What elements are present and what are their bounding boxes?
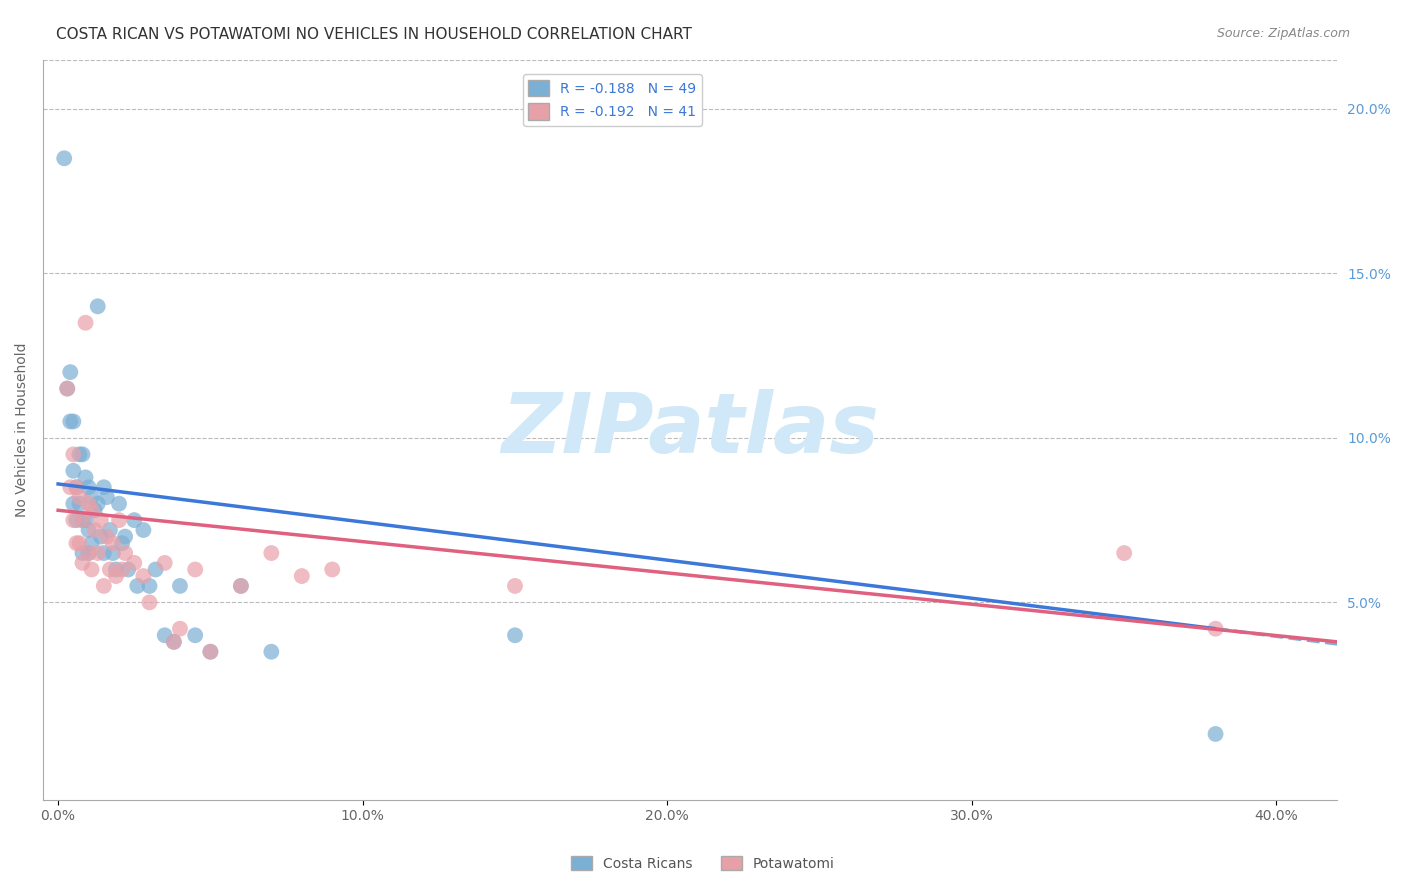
Point: [132, 523, 155, 537]
Point: [169, 622, 191, 636]
Point: [111, 562, 134, 576]
Point: [83, 503, 105, 517]
Point: [122, 556, 145, 570]
Point: [200, 645, 222, 659]
Point: [53, 151, 76, 165]
Point: [104, 562, 127, 576]
Point: [83, 523, 105, 537]
Point: [108, 513, 131, 527]
Point: [200, 645, 222, 659]
Point: [101, 546, 124, 560]
Point: [72, 546, 94, 560]
Point: [229, 579, 252, 593]
Point: [65, 536, 87, 550]
Point: [163, 635, 186, 649]
Point: [108, 497, 131, 511]
Text: Source: ZipAtlas.com: Source: ZipAtlas.com: [1216, 27, 1350, 40]
Point: [90, 513, 112, 527]
Point: [69, 490, 91, 504]
Point: [77, 546, 100, 560]
Point: [69, 536, 91, 550]
Point: [1205, 727, 1227, 741]
Point: [169, 579, 191, 593]
Point: [80, 503, 103, 517]
Point: [163, 635, 186, 649]
Text: ZIPatlas: ZIPatlas: [501, 389, 879, 470]
Point: [98, 562, 121, 576]
Point: [184, 628, 207, 642]
Point: [93, 579, 115, 593]
Point: [111, 536, 134, 550]
Point: [184, 562, 207, 576]
Point: [114, 530, 136, 544]
Point: [153, 628, 176, 642]
Point: [503, 579, 526, 593]
Point: [62, 497, 84, 511]
Point: [75, 513, 97, 527]
Point: [260, 645, 283, 659]
Point: [72, 513, 94, 527]
Point: [96, 530, 118, 544]
Point: [98, 523, 121, 537]
Point: [72, 556, 94, 570]
Point: [80, 562, 103, 576]
Point: [132, 569, 155, 583]
Point: [138, 579, 160, 593]
Point: [122, 513, 145, 527]
Point: [72, 513, 94, 527]
Point: [86, 299, 108, 313]
Point: [101, 536, 124, 550]
Point: [145, 562, 167, 576]
Point: [117, 562, 139, 576]
Point: [93, 480, 115, 494]
Point: [59, 414, 82, 428]
Point: [503, 628, 526, 642]
Point: [62, 513, 84, 527]
Point: [75, 470, 97, 484]
Legend: Costa Ricans, Potawatomi: Costa Ricans, Potawatomi: [567, 850, 839, 876]
Point: [69, 447, 91, 461]
Point: [77, 546, 100, 560]
Point: [56, 382, 79, 396]
Point: [104, 569, 127, 583]
Point: [62, 464, 84, 478]
Point: [77, 523, 100, 537]
Point: [114, 546, 136, 560]
Point: [65, 513, 87, 527]
Point: [321, 562, 343, 576]
Point: [1205, 622, 1227, 636]
Legend: R = -0.188   N = 49, R = -0.192   N = 41: R = -0.188 N = 49, R = -0.192 N = 41: [523, 74, 702, 126]
Point: [93, 546, 115, 560]
Point: [62, 414, 84, 428]
Point: [80, 536, 103, 550]
Point: [260, 546, 283, 560]
Point: [96, 490, 118, 504]
Point: [229, 579, 252, 593]
Y-axis label: No Vehicles in Household: No Vehicles in Household: [15, 343, 30, 517]
Point: [291, 569, 314, 583]
Point: [65, 480, 87, 494]
Point: [62, 447, 84, 461]
Point: [86, 546, 108, 560]
Point: [65, 480, 87, 494]
Point: [90, 530, 112, 544]
Point: [75, 316, 97, 330]
Point: [77, 497, 100, 511]
Point: [59, 480, 82, 494]
Point: [77, 480, 100, 494]
Point: [127, 579, 149, 593]
Point: [138, 595, 160, 609]
Point: [72, 447, 94, 461]
Point: [56, 382, 79, 396]
Point: [86, 497, 108, 511]
Text: COSTA RICAN VS POTAWATOMI NO VEHICLES IN HOUSEHOLD CORRELATION CHART: COSTA RICAN VS POTAWATOMI NO VEHICLES IN…: [56, 27, 692, 42]
Point: [80, 490, 103, 504]
Point: [153, 556, 176, 570]
Point: [69, 497, 91, 511]
Point: [1114, 546, 1136, 560]
Point: [59, 365, 82, 379]
